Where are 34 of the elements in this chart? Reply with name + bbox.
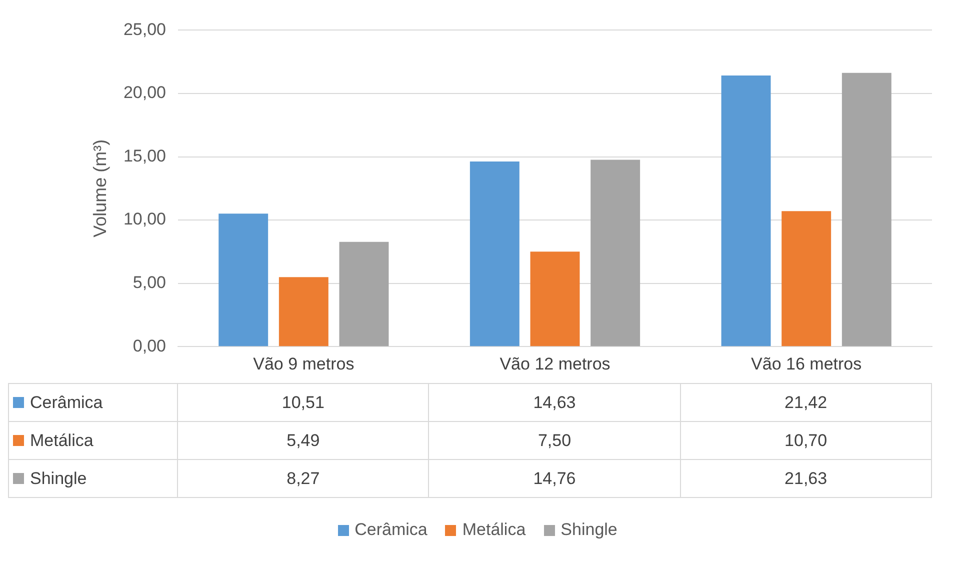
y-tick-label: 5,00 [132, 273, 166, 292]
text: 5,49 [286, 430, 320, 450]
x-tick-label: Vão 9 metros [253, 354, 354, 374]
y-tick-label: 25,00 [123, 20, 166, 39]
y-tick-label: 0,00 [132, 336, 166, 356]
text: 8,27 [286, 468, 320, 488]
legend-label: Cerâmica [30, 392, 103, 412]
y-axis-title: Volume (m³) [90, 139, 110, 238]
text: 14,63 [533, 392, 576, 412]
bar [278, 277, 328, 346]
y-tick-label: 15,00 [123, 146, 166, 166]
bar [470, 161, 520, 346]
bar [721, 76, 771, 346]
bar [842, 72, 892, 346]
text: 21,42 [784, 392, 828, 412]
bar [339, 242, 389, 346]
text: Metálica [30, 430, 94, 450]
text: 10,51 [282, 392, 324, 412]
bar [590, 160, 640, 346]
x-tick-label: Vão 16 metros [751, 354, 862, 374]
legend-label: Shingle [560, 520, 618, 540]
text: 21,63 [784, 468, 828, 488]
y-tick-label: 20,00 [123, 83, 166, 102]
text: Cerâmica [354, 520, 428, 539]
x-tick-label: Vão 12 metros [500, 354, 610, 374]
text: Shingle [30, 468, 87, 488]
bar [218, 214, 268, 346]
text: 7,50 [538, 430, 572, 450]
y-tick-label: 10,00 [123, 210, 166, 229]
text: 10,70 [784, 430, 828, 450]
legend-label: Metálica [462, 520, 526, 540]
bar [530, 252, 580, 346]
bar [782, 211, 832, 346]
text: 14,76 [533, 468, 576, 488]
